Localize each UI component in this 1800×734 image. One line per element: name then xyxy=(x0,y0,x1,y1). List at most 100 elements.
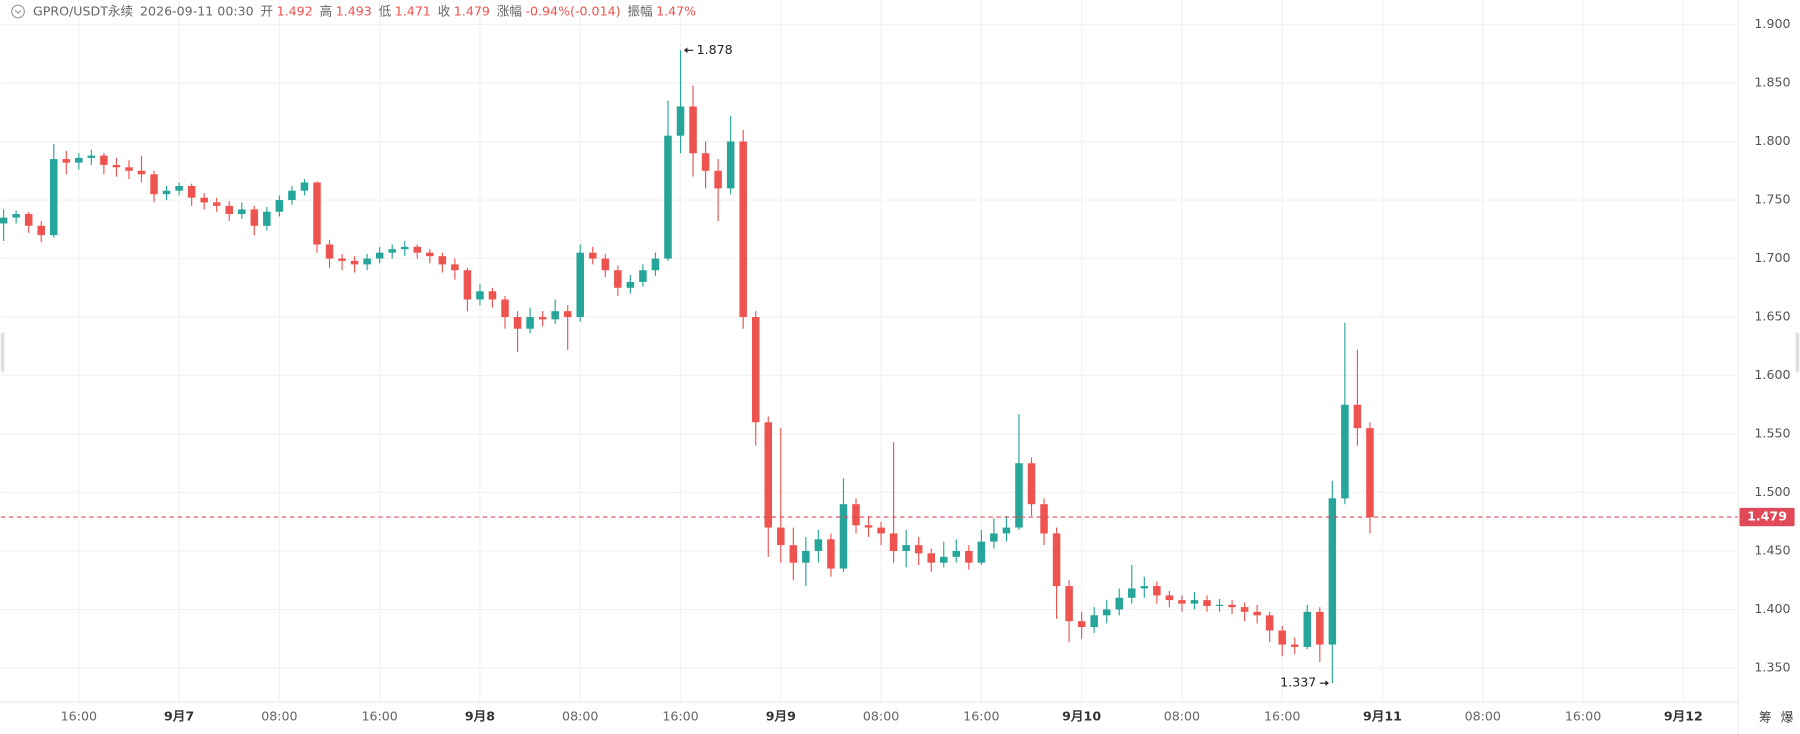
candle-body xyxy=(739,141,747,318)
candle-body xyxy=(1090,615,1098,628)
candle-body xyxy=(952,550,961,557)
y-tick-label: 1.750 xyxy=(1754,192,1790,207)
x-tick-label: 9月9 xyxy=(766,708,796,723)
x-tick-label: 9月7 xyxy=(164,708,194,723)
candle-body xyxy=(100,155,108,165)
annotation-label: 1.878 xyxy=(697,42,733,57)
candle-body xyxy=(426,252,434,257)
x-tick-label: 08:00 xyxy=(863,708,899,723)
header: GPRO/USDT永续 2026-09-11 00:30 开 1.492 高 1.493 低… xyxy=(33,3,696,18)
tool-button[interactable]: 爆 xyxy=(1781,709,1794,724)
candle-body xyxy=(1153,586,1161,596)
candle-body xyxy=(388,249,396,253)
candle-body xyxy=(1240,607,1249,612)
field-label: 高 xyxy=(320,3,333,18)
candle-body xyxy=(162,190,171,195)
y-tick-label: 1.650 xyxy=(1754,309,1790,324)
candle-body xyxy=(939,556,948,563)
candle-body xyxy=(1178,600,1186,604)
candle-body xyxy=(288,190,296,201)
candle-body xyxy=(864,525,873,528)
collapse-icon[interactable] xyxy=(11,4,25,19)
candle-body xyxy=(538,317,547,320)
x-tick-label: 08:00 xyxy=(1465,708,1501,723)
candles xyxy=(0,50,1374,684)
candle-body xyxy=(413,246,422,253)
left-handle[interactable] xyxy=(0,332,5,372)
candle-body xyxy=(589,252,597,259)
candle-body xyxy=(576,252,584,318)
y-tick-label: 1.850 xyxy=(1754,75,1790,90)
annotation-arrowhead xyxy=(683,47,688,54)
x-tick-label: 16:00 xyxy=(963,708,999,723)
candle-body xyxy=(965,550,973,563)
candle-body xyxy=(325,244,334,259)
candle-body xyxy=(1228,604,1236,608)
candle-body xyxy=(87,155,96,158)
candle-body xyxy=(250,209,259,226)
y-tick-label: 1.600 xyxy=(1754,367,1790,382)
candle-body xyxy=(238,209,246,215)
candle-body xyxy=(12,214,20,218)
right-handle[interactable] xyxy=(1795,332,1800,372)
candle-body xyxy=(1128,588,1136,598)
candle-body xyxy=(463,270,472,300)
field-label: 低 xyxy=(379,3,392,18)
field-value: 1.479 xyxy=(454,3,490,18)
candle-body xyxy=(501,299,509,318)
x-tick-label: 16:00 xyxy=(61,708,97,723)
candle-body xyxy=(49,159,58,236)
candle-body xyxy=(751,317,760,423)
candle-body xyxy=(551,311,559,320)
candle-body xyxy=(451,264,459,271)
candle-body xyxy=(24,214,33,226)
symbol: GPRO/USDT永续 xyxy=(33,3,134,18)
candle-body xyxy=(125,167,133,171)
field-label: 振幅 xyxy=(627,3,652,18)
last-price-tag xyxy=(1739,507,1795,527)
field-label: 收 xyxy=(438,3,451,18)
x-tick-label: 08:00 xyxy=(562,708,598,723)
y-tick-label: 1.700 xyxy=(1754,250,1790,265)
candle-body xyxy=(338,258,346,261)
annotation-label: 1.337 xyxy=(1280,675,1316,690)
y-tick-label: 1.550 xyxy=(1754,426,1790,441)
candle-body xyxy=(488,291,497,300)
candle-body xyxy=(689,106,697,154)
candle-body xyxy=(1115,597,1124,610)
candle-body xyxy=(764,422,773,528)
candle-body xyxy=(1002,527,1011,534)
x-tick-label: 9月8 xyxy=(465,708,495,723)
field-value: 1.47% xyxy=(656,3,696,18)
field-label: 开 xyxy=(261,3,274,18)
x-tick-label: 9月12 xyxy=(1664,708,1703,723)
candle-body xyxy=(1316,611,1324,645)
overlay: 1.900 1.850 1.800 1.750 1.700 1.650 1.600 1.550… xyxy=(0,16,1795,723)
candle-body xyxy=(714,170,722,189)
x-tick-label: 9月10 xyxy=(1062,708,1101,723)
candle-body xyxy=(1328,498,1337,645)
candle-body xyxy=(112,164,121,168)
candle-body xyxy=(62,159,71,163)
annotation-arrowhead xyxy=(1325,680,1329,687)
candle-body xyxy=(225,205,234,215)
candle-body xyxy=(1027,463,1036,505)
tool-button[interactable]: 筹 xyxy=(1759,709,1772,724)
candle-body xyxy=(614,270,622,288)
candle-body xyxy=(839,504,848,569)
candle-body xyxy=(789,545,798,563)
candle-body xyxy=(1052,533,1061,587)
y-tick-label: 1.900 xyxy=(1754,16,1790,31)
candle-body xyxy=(990,533,998,542)
candle-body xyxy=(977,541,986,563)
candle-body xyxy=(187,186,196,198)
candle-body xyxy=(1290,644,1299,647)
candle-body xyxy=(1265,615,1274,631)
candle-body xyxy=(200,197,208,203)
candle-body xyxy=(513,317,522,329)
candle-body xyxy=(827,539,835,569)
x-tick-label: 16:00 xyxy=(662,708,698,723)
field-label: 涨幅 xyxy=(497,3,522,18)
